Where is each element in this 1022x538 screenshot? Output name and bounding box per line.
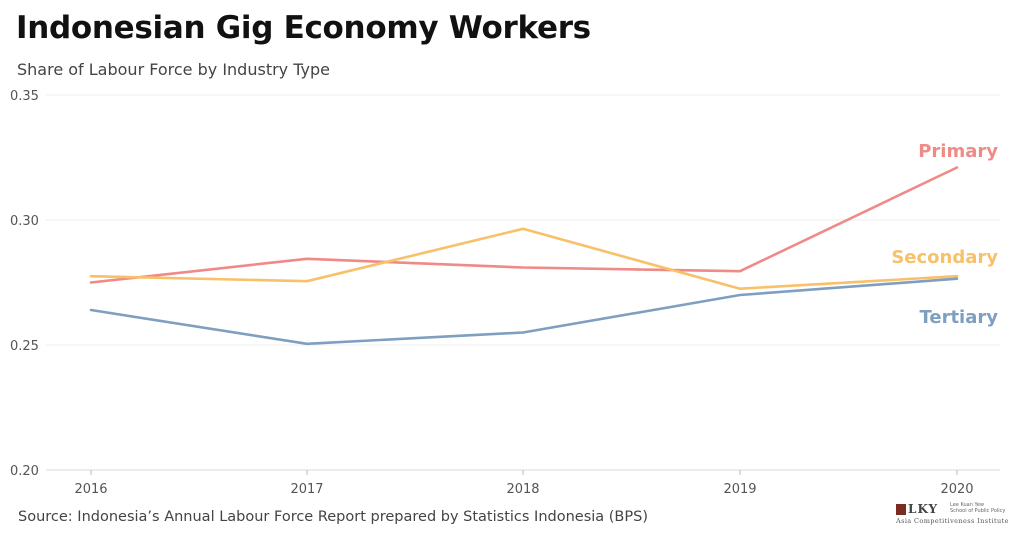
logo-mark [896,504,906,515]
source-note: Source: Indonesia’s Annual Labour Force … [18,509,648,525]
y-tick-label: 0.20 [10,464,39,479]
x-tick-label: 2016 [74,482,107,497]
series-line-tertiary [89,277,959,346]
y-tick-label: 0.35 [10,89,39,104]
logo-letters: LKY [908,502,939,516]
series-label-primary: Primary [918,141,998,162]
series-line-primary [89,166,959,284]
x-tick-label: 2018 [506,482,539,497]
logo-school-line2: School of Public Policy [950,508,1006,514]
series-line-secondary [89,227,959,291]
chart-title: Indonesian Gig Economy Workers [16,10,591,46]
logo-school-line1: Lee Kuan Yew [950,502,985,508]
x-tick-label: 2020 [940,482,973,497]
y-tick-label: 0.30 [10,214,39,229]
x-tick-label: 2019 [723,482,756,497]
logo-school-name: Lee Kuan Yew School of Public Policy [950,502,1008,514]
series-label-tertiary: Tertiary [919,307,998,328]
logo-institute: Asia Competitiveness Institute [896,517,1009,525]
y-tick-label: 0.25 [10,339,39,354]
x-tick-label: 2017 [290,482,323,497]
series-label-secondary: Secondary [891,247,998,268]
chart-subtitle: Share of Labour Force by Industry Type [17,60,330,79]
lky-logo: LKY Lee Kuan Yew School of Public Policy… [896,502,1008,528]
